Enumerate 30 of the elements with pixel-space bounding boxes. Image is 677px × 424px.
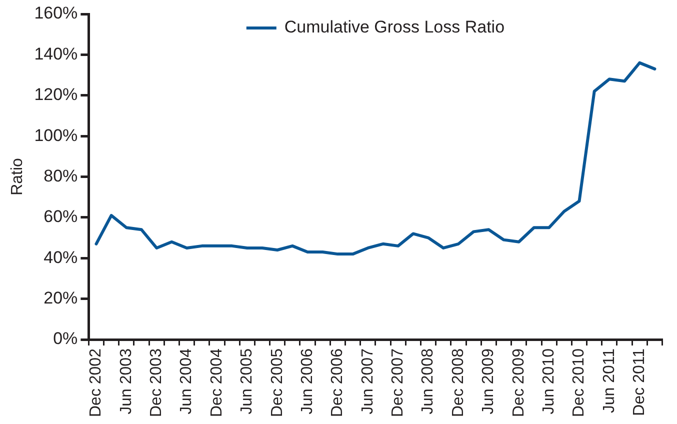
x-tick-label: Dec 2003: [148, 348, 166, 418]
x-tick-label: Jun 2009: [480, 348, 498, 414]
x-tick-label: Dec 2006: [329, 348, 346, 418]
x-tick-label: Dec 2005: [268, 348, 286, 418]
y-tick-label: 100%: [34, 126, 78, 145]
x-tick-label: Jun 2010: [540, 348, 558, 414]
y-tick-label: 40%: [44, 248, 78, 267]
x-tick-label: Dec 2010: [570, 348, 588, 418]
x-tick-label: Dec 2002: [88, 348, 105, 418]
x-tick-label: Jun 2008: [420, 348, 437, 414]
x-tick-label: Dec 2009: [510, 348, 528, 418]
y-tick-label: 60%: [44, 207, 78, 226]
x-tick-label: Jun 2005: [238, 348, 256, 414]
x-tick-label: Jun 2006: [298, 348, 316, 414]
y-tick-label: 120%: [34, 85, 78, 104]
y-tick-label: 80%: [44, 166, 78, 186]
x-tick-label: Dec 2007: [390, 348, 407, 418]
legend-label: Cumulative Gross Loss Ratio: [284, 18, 505, 37]
x-tick-label: Jun 2003: [118, 348, 135, 414]
x-tick-label: Jun 2007: [359, 348, 376, 414]
x-tick-label: Dec 2004: [208, 348, 226, 418]
x-tick-label: Jun 2011: [600, 348, 618, 414]
y-axis-title: Ratio: [9, 158, 26, 196]
y-tick-label: 140%: [34, 44, 78, 64]
x-tick-label: Dec 2008: [450, 348, 467, 418]
y-tick-label: 160%: [34, 4, 78, 23]
y-tick-label: 20%: [44, 288, 78, 308]
y-tick-label: 0%: [53, 329, 78, 348]
x-tick-label: Dec 2011: [631, 348, 648, 416]
x-tick-label: Jun 2004: [178, 348, 196, 414]
